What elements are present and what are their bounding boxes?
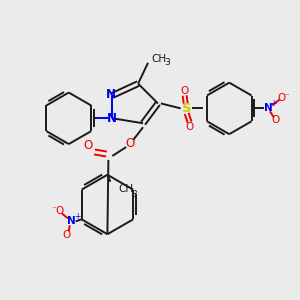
- Text: +: +: [74, 212, 81, 221]
- Text: CH: CH: [151, 54, 166, 64]
- Text: N: N: [107, 112, 117, 125]
- Text: N: N: [68, 216, 76, 226]
- Text: O: O: [126, 136, 135, 150]
- Text: O: O: [63, 230, 71, 240]
- Text: N: N: [106, 88, 116, 101]
- Text: ⁻: ⁻: [284, 92, 289, 101]
- Text: O: O: [185, 122, 194, 132]
- Text: +: +: [271, 99, 277, 108]
- Text: 3: 3: [131, 190, 137, 199]
- Text: CH: CH: [118, 184, 134, 194]
- Text: ⁻: ⁻: [52, 205, 56, 214]
- Text: O: O: [56, 206, 64, 216]
- Text: O: O: [181, 85, 189, 96]
- Text: S: S: [182, 102, 191, 115]
- Text: N: N: [263, 103, 272, 113]
- Text: 3: 3: [164, 58, 169, 67]
- Text: O: O: [272, 115, 280, 125]
- Text: O: O: [278, 94, 286, 103]
- Text: O: O: [83, 139, 92, 152]
